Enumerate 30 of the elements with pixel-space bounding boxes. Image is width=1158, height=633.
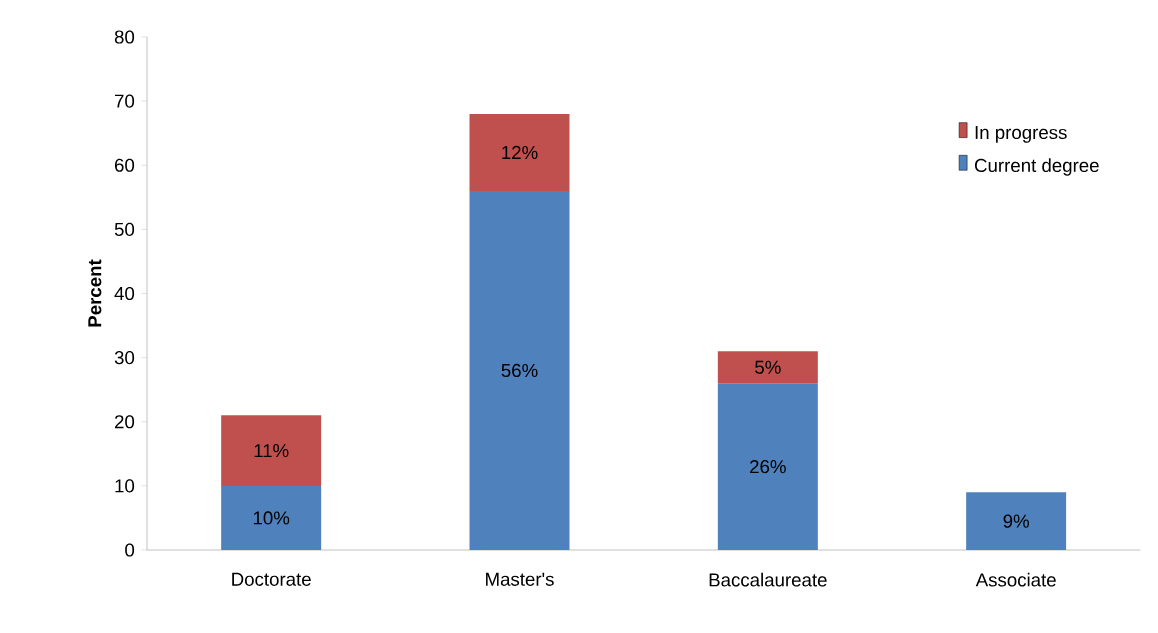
x-tick-label: Doctorate [232, 572, 311, 586]
y-tick-label: 20 [115, 415, 135, 429]
bar [221, 485, 322, 550]
y-tick-label: 30 [114, 351, 135, 365]
x-tick-label: Baccalaureate [709, 572, 827, 587]
y-tick-label: 50 [114, 222, 135, 236]
data-label: 10% [253, 511, 290, 525]
data-label: 56% [501, 363, 538, 378]
bar [717, 351, 818, 384]
bar [469, 113, 570, 191]
data-label: 11% [254, 444, 289, 458]
data-label: 5% [755, 360, 781, 374]
data-label: 9% [1003, 514, 1029, 528]
x-tick-label: Master's [486, 572, 554, 586]
y-tick-label: 10 [115, 479, 135, 493]
data-label: 26% [750, 460, 786, 474]
y-tick-label: 40 [114, 286, 135, 301]
bar [966, 492, 1067, 550]
y-axis-title: Percent [88, 259, 102, 327]
x-tick-label: Associate [975, 572, 1056, 587]
y-tick-label: 70 [115, 94, 135, 108]
bar [221, 415, 322, 486]
legend-label: Current degree [974, 158, 1099, 176]
data-label: 12% [502, 145, 538, 159]
y-tick-label: 80 [114, 30, 135, 44]
y-tick-label: 0 [125, 543, 135, 557]
y-tick-label: 60 [115, 158, 135, 172]
bar [717, 383, 818, 550]
legend-label: In progress [975, 126, 1067, 143]
bar [469, 190, 570, 550]
